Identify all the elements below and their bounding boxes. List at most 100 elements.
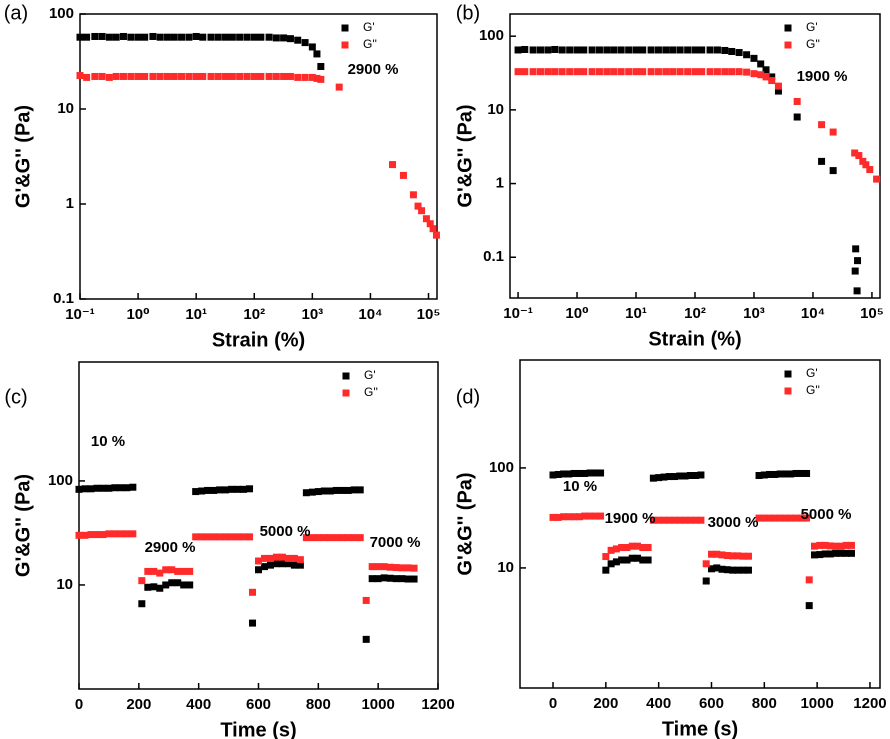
marker xyxy=(647,68,655,76)
marker xyxy=(691,46,699,54)
marker xyxy=(180,567,188,575)
marker xyxy=(521,68,529,76)
marker xyxy=(380,574,388,582)
marker xyxy=(320,534,328,542)
marker xyxy=(560,470,568,478)
marker xyxy=(644,556,652,564)
marker xyxy=(320,487,328,495)
marker xyxy=(713,68,721,76)
marker xyxy=(308,488,316,496)
marker xyxy=(706,68,714,76)
marker xyxy=(692,471,700,479)
annotation: 5000 % xyxy=(801,506,852,523)
marker xyxy=(156,584,164,592)
marker xyxy=(686,471,694,479)
marker xyxy=(669,46,677,54)
marker xyxy=(185,72,193,80)
marker xyxy=(280,72,288,80)
annotation: 5000 % xyxy=(260,523,311,540)
marker xyxy=(671,516,679,524)
x-tick-label: 1200 xyxy=(421,696,454,713)
marker xyxy=(228,485,236,493)
marker xyxy=(198,533,206,541)
marker xyxy=(544,46,552,54)
marker xyxy=(308,73,316,81)
marker xyxy=(313,50,321,58)
marker xyxy=(755,471,763,479)
y-tick-label: 10 xyxy=(56,576,73,593)
marker xyxy=(123,484,131,492)
marker xyxy=(832,549,840,557)
marker xyxy=(575,469,583,477)
marker xyxy=(156,569,164,577)
marker xyxy=(75,531,83,539)
marker xyxy=(362,635,370,643)
marker xyxy=(743,68,751,76)
marker xyxy=(410,575,418,583)
x-tick-label: 10⁻¹ xyxy=(65,306,95,323)
marker xyxy=(750,70,758,78)
marker xyxy=(83,33,91,41)
legend-marker xyxy=(342,389,350,397)
marker xyxy=(163,33,171,41)
marker xyxy=(544,68,552,76)
marker xyxy=(168,579,176,587)
x-axis-label: Strain (%) xyxy=(648,328,741,350)
marker xyxy=(313,74,321,82)
y-tick-label: 100 xyxy=(479,27,504,44)
marker xyxy=(625,46,633,54)
marker xyxy=(105,73,113,81)
marker xyxy=(149,72,157,80)
marker xyxy=(575,513,583,521)
marker xyxy=(729,566,737,574)
marker xyxy=(702,577,710,585)
marker xyxy=(728,68,736,76)
marker xyxy=(99,531,107,539)
marker xyxy=(792,514,800,522)
marker xyxy=(236,33,244,41)
y-tick-label: 1 xyxy=(496,175,504,192)
marker xyxy=(240,533,248,541)
marker xyxy=(129,483,137,491)
marker xyxy=(734,566,742,574)
y-axis-label: G'&G'' (Pa) xyxy=(12,105,34,208)
marker xyxy=(565,513,573,521)
marker xyxy=(586,512,594,520)
marker xyxy=(272,553,280,561)
marker xyxy=(698,46,706,54)
marker xyxy=(588,46,596,54)
marker xyxy=(338,534,346,542)
marker xyxy=(410,564,418,572)
x-tick-label: 10⁴ xyxy=(358,306,382,323)
marker xyxy=(302,534,310,542)
marker xyxy=(368,563,376,571)
marker xyxy=(214,72,222,80)
y-tick-label: 10 xyxy=(487,101,504,118)
legend-label: G' xyxy=(364,368,376,382)
marker xyxy=(558,68,566,76)
marker xyxy=(284,560,292,568)
marker xyxy=(762,66,770,74)
marker xyxy=(610,68,618,76)
marker xyxy=(707,565,715,573)
marker xyxy=(514,46,522,54)
marker xyxy=(186,567,194,575)
legend-label: G' xyxy=(806,20,818,34)
legend-marker xyxy=(784,41,792,49)
marker xyxy=(174,567,182,575)
x-tick-label: 10⁻¹ xyxy=(503,305,533,322)
marker xyxy=(429,225,437,233)
x-axis-label: Strain (%) xyxy=(212,329,305,351)
marker xyxy=(243,33,251,41)
marker xyxy=(697,516,705,524)
marker xyxy=(111,530,119,538)
marker xyxy=(290,561,298,569)
marker xyxy=(301,39,309,47)
marker xyxy=(787,470,795,478)
marker xyxy=(595,46,603,54)
marker xyxy=(409,191,417,199)
marker xyxy=(144,583,152,591)
y-tick-label: 1 xyxy=(66,195,74,212)
marker xyxy=(91,32,99,40)
